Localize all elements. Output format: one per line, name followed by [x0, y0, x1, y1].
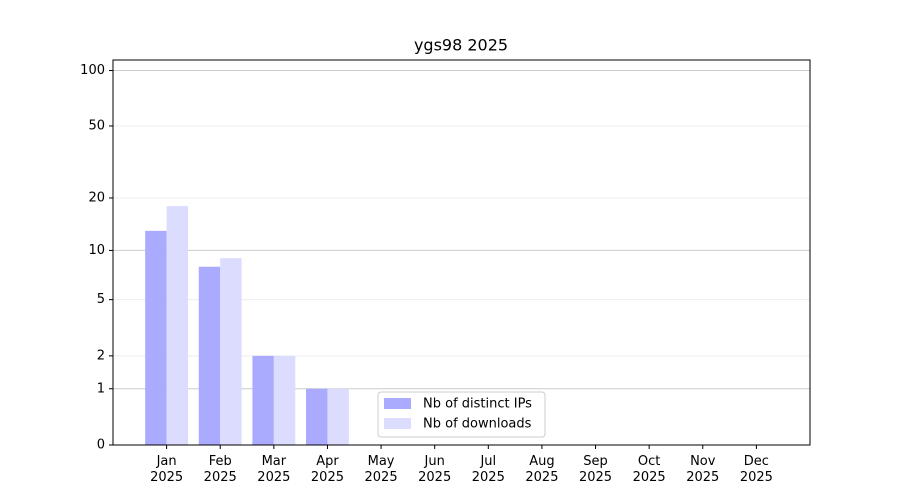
bar: [273, 355, 296, 445]
x-tick-label: Mar 2025: [257, 454, 291, 485]
bar: [327, 388, 349, 445]
plot-frame: [112, 59, 811, 446]
y-tick-label: 2: [97, 348, 105, 363]
x-tick-label: Jun 2025: [418, 454, 452, 485]
x-tick-label: Sep 2025: [578, 454, 613, 485]
bar: [306, 388, 328, 445]
legend-label: Nb of distinct IPs: [423, 397, 532, 412]
bar: [166, 206, 189, 445]
y-tick-label: 0: [97, 438, 105, 453]
x-tick-label: Dec 2025: [739, 454, 773, 485]
bar: [198, 266, 221, 445]
legend-swatch: [384, 418, 411, 429]
x-tick-label: May 2025: [364, 454, 398, 485]
legend-label: Nb of downloads: [423, 417, 532, 432]
y-tick-label: 10: [88, 243, 105, 258]
y-tick-label: 100: [80, 63, 105, 78]
x-tick-label: Apr 2025: [310, 454, 344, 485]
x-tick-label: Aug 2025: [525, 454, 559, 485]
bar: [252, 355, 274, 445]
bar: [220, 258, 242, 445]
x-tick-label: Oct 2025: [632, 454, 666, 485]
bar: [145, 230, 167, 445]
x-tick-label: Jan 2025: [150, 454, 184, 485]
y-tick-label: 1: [97, 381, 105, 396]
y-tick-label: 20: [88, 190, 105, 205]
x-tick-label: Feb 2025: [203, 454, 237, 485]
y-tick-label: 5: [97, 292, 105, 307]
y-tick-label: 50: [88, 118, 105, 133]
legend-swatch: [384, 398, 411, 409]
legend-box: [377, 391, 546, 438]
x-tick-label: Jul 2025: [471, 454, 505, 485]
x-tick-label: Nov 2025: [686, 454, 720, 485]
chart-title: ygs98 2025: [414, 36, 508, 55]
